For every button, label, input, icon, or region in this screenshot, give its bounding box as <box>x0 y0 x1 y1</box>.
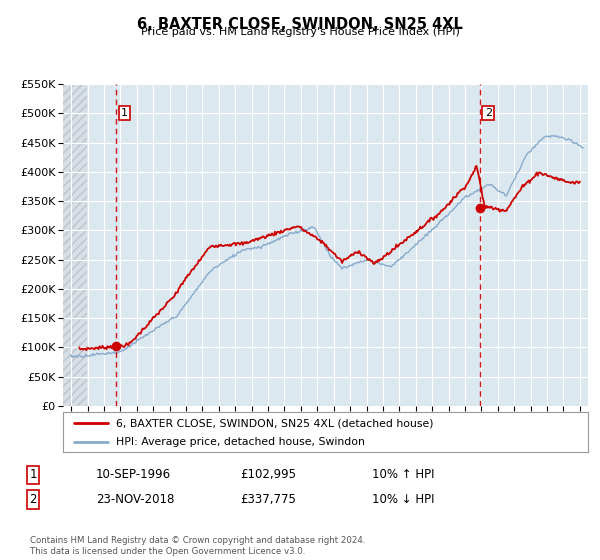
Text: 6, BAXTER CLOSE, SWINDON, SN25 4XL (detached house): 6, BAXTER CLOSE, SWINDON, SN25 4XL (deta… <box>115 418 433 428</box>
Text: 10% ↓ HPI: 10% ↓ HPI <box>372 493 434 506</box>
Text: HPI: Average price, detached house, Swindon: HPI: Average price, detached house, Swin… <box>115 437 364 446</box>
Text: Price paid vs. HM Land Registry's House Price Index (HPI): Price paid vs. HM Land Registry's House … <box>140 27 460 37</box>
Text: Contains HM Land Registry data © Crown copyright and database right 2024.
This d: Contains HM Land Registry data © Crown c… <box>30 536 365 556</box>
Text: 1: 1 <box>121 108 128 118</box>
Text: 23-NOV-2018: 23-NOV-2018 <box>96 493 175 506</box>
Text: 10% ↑ HPI: 10% ↑ HPI <box>372 468 434 482</box>
Text: £337,775: £337,775 <box>240 493 296 506</box>
Text: 6, BAXTER CLOSE, SWINDON, SN25 4XL: 6, BAXTER CLOSE, SWINDON, SN25 4XL <box>137 17 463 32</box>
Text: 2: 2 <box>29 493 37 506</box>
Text: 10-SEP-1996: 10-SEP-1996 <box>96 468 171 482</box>
Bar <box>63 84 87 406</box>
Text: £102,995: £102,995 <box>240 468 296 482</box>
Text: 2: 2 <box>485 108 492 118</box>
Text: 1: 1 <box>29 468 37 482</box>
